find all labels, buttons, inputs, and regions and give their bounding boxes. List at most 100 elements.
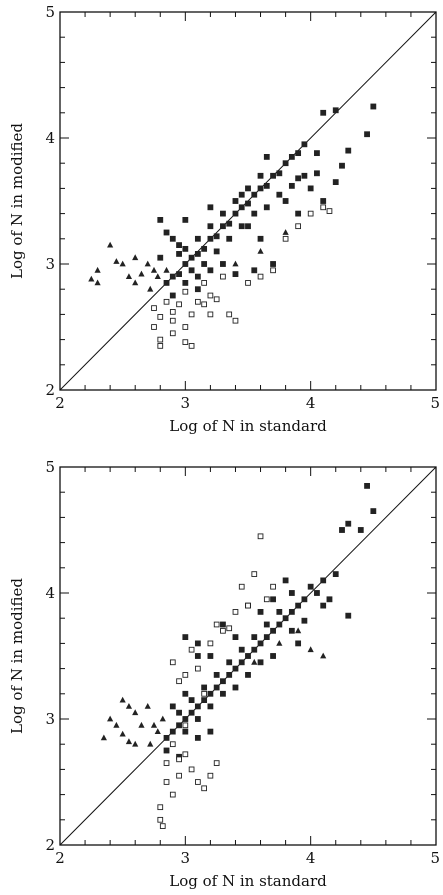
y-tick-label: 4 [45,584,55,602]
data-point-open-square [159,823,166,829]
data-point-filled-square [220,678,226,685]
data-point-filled-square [288,154,295,160]
data-point-filled-square [207,690,214,697]
data-point-filled-square [226,220,233,227]
data-point-triangle [132,254,139,261]
data-point-open-square [195,298,201,305]
data-point-filled-square [201,697,208,703]
y-tick-label: 4 [45,129,55,147]
data-point-open-square [182,339,189,345]
data-point-open-square [213,621,220,628]
data-point-filled-square [251,191,258,198]
data-point-triangle [94,266,101,273]
data-point-filled-square [207,728,214,735]
data-point-open-square [295,223,301,230]
data-point-open-square [251,571,258,577]
data-point-filled-square [194,286,201,293]
data-point-filled-square [232,684,239,691]
data-point-open-square [182,751,189,758]
data-point-filled-square [176,709,182,716]
data-point-filled-square [194,653,201,659]
data-point-open-square [169,791,176,798]
data-point-filled-square [188,254,195,261]
data-point-triangle [132,279,139,286]
data-point-open-square [169,741,176,748]
data-point-filled-square [169,728,176,735]
data-point-filled-square [263,154,270,160]
data-point-filled-square [201,684,208,691]
x-tick-label: 4 [306,394,316,412]
data-point-triangle [154,728,161,734]
data-point-open-square [169,330,176,337]
data-point-filled-square [194,273,201,280]
data-point-open-square [176,301,182,308]
data-point-filled-square [339,527,345,533]
data-point-filled-square [251,634,258,640]
data-point-filled-square [295,210,302,217]
data-point-open-square [282,235,289,242]
data-point-triangle [147,285,154,292]
data-point-triangle [307,646,314,653]
data-point-triangle [113,721,120,728]
data-point-filled-square [169,273,176,280]
data-point-open-square [182,288,189,295]
data-point-triangle [107,715,114,722]
data-point-filled-square [295,175,302,182]
data-point-filled-square [226,235,233,242]
data-point-filled-square [282,577,289,584]
x-axis-label: Log of N in standard [169,872,327,890]
data-point-filled-square [194,703,201,710]
data-point-filled-square [288,608,295,615]
data-point-triangle [138,270,145,277]
data-point-open-square [188,311,195,318]
data-point-filled-square [220,621,226,628]
data-point-filled-square [257,608,264,615]
data-point-filled-square [320,577,327,584]
data-point-open-square [182,672,189,678]
data-point-open-square [201,690,207,697]
data-point-open-square [207,640,214,647]
data-point-triangle [88,275,95,282]
data-point-open-square [232,609,239,615]
data-point-filled-square [163,229,170,236]
data-point-filled-square [288,627,295,634]
data-point-open-square [163,779,170,785]
data-point-filled-square [220,223,226,230]
data-point-filled-square [270,627,276,634]
data-point-filled-square [207,267,214,274]
data-point-filled-square [339,162,345,169]
data-point-open-square [207,772,214,779]
data-point-open-square [238,583,245,590]
data-point-open-square [176,772,182,779]
data-point-open-square [188,766,195,773]
data-point-filled-square [295,640,302,647]
data-point-open-square [201,280,207,286]
data-point-open-square [213,296,220,303]
data-point-triangle [113,258,120,264]
data-point-filled-square [157,217,164,223]
data-point-filled-square [345,612,352,619]
data-point-open-square [270,267,276,274]
data-point-filled-square [182,716,189,722]
data-point-triangle [138,721,145,728]
data-point-filled-square [370,103,377,110]
data-point-open-square [245,602,251,609]
data-point-filled-square [207,703,214,710]
data-point-filled-square [182,728,189,735]
data-point-open-square [307,210,314,217]
data-point-filled-square [332,571,339,577]
data-point-filled-square [238,204,245,211]
data-point-filled-square [163,279,170,286]
data-point-open-square [226,625,233,632]
data-point-filled-square [301,617,308,624]
data-point-filled-square [213,233,220,240]
data-point-filled-square [276,621,283,628]
data-point-open-square [201,785,207,792]
data-point-open-square [220,627,226,634]
x-axis-label: Log of N in standard [169,417,327,435]
data-point-filled-square [207,235,214,242]
data-point-filled-square [263,621,270,628]
y-tick-label: 2 [45,836,55,854]
data-point-filled-square [364,131,370,138]
data-point-filled-square [201,261,208,267]
